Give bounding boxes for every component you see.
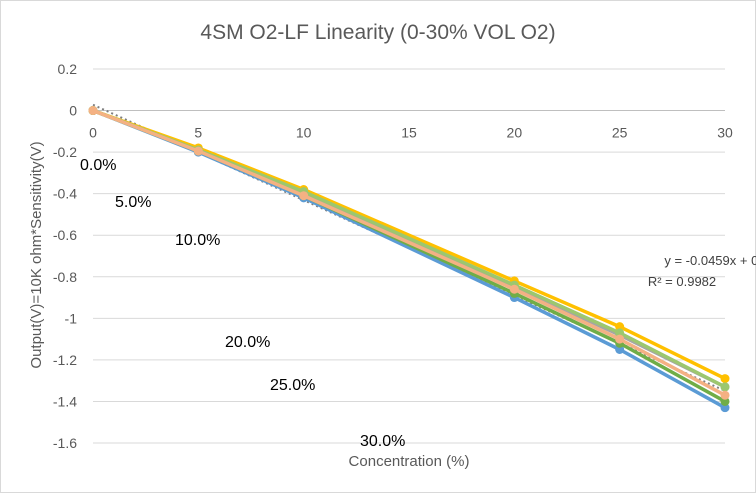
y-tick-labels: 0.2 0 -0.2 -0.4 -0.6 -0.8 -1 -1.2 -1.4 -1.6 <box>53 61 77 451</box>
data-point <box>720 382 730 392</box>
x-tick-label: 20 <box>507 125 523 141</box>
x-tick-label: 0 <box>89 125 97 141</box>
point-label: 10.0% <box>175 232 220 249</box>
x-tick-label: 5 <box>194 125 202 141</box>
data-point <box>720 403 730 413</box>
chart-title: 4SM O2-LF Linearity (0-30% VOL O2) <box>200 21 555 44</box>
data-point <box>720 396 730 406</box>
series-group <box>88 106 730 413</box>
point-label: 5.0% <box>115 194 151 211</box>
data-point <box>615 328 625 338</box>
data-point <box>299 191 309 201</box>
x-tick-labels: 0 5 10 15 20 25 30 <box>89 125 733 141</box>
y-tick-label: -0.6 <box>53 227 77 243</box>
series-line <box>91 108 727 404</box>
x-tick-label: 10 <box>296 125 312 141</box>
y-tick-label: -0.8 <box>53 269 77 285</box>
data-point <box>615 334 625 344</box>
y-tick-label: -1.4 <box>53 393 77 409</box>
series-line <box>91 108 727 410</box>
x-tick-label: 25 <box>612 125 628 141</box>
data-point <box>615 345 625 354</box>
point-labels: 0.0% 5.0% 10.0% 20.0% 25.0% 30.0% <box>80 157 405 450</box>
data-point <box>720 374 730 384</box>
data-point <box>615 322 625 332</box>
x-axis-label: Concentration (%) <box>349 453 470 470</box>
y-tick-label: -1 <box>65 310 78 326</box>
point-label: 0.0% <box>80 157 116 174</box>
y-axis-label: Output(V)=10K ohm*Sensitivity(V) <box>28 141 45 368</box>
series-sensor-6 <box>88 106 730 400</box>
y-tick-label: -1.6 <box>53 435 77 451</box>
y-tick-label: 0 <box>69 103 77 119</box>
y-tick-label: 0.2 <box>58 61 78 77</box>
x-tick-label: 15 <box>401 125 417 141</box>
data-point <box>88 106 98 116</box>
series-line <box>91 108 727 397</box>
point-label: 25.0% <box>270 377 315 394</box>
y-tick-label: -1.2 <box>53 352 77 368</box>
data-point <box>193 146 203 156</box>
y-tick-label: -0.4 <box>53 186 77 202</box>
data-point <box>720 390 730 400</box>
point-label: 30.0% <box>360 433 405 450</box>
trendline-equation: y = -0.0459x + 0.028 <box>664 253 756 268</box>
series-sensor-2 <box>88 106 730 406</box>
x-tick-label: 30 <box>717 125 733 141</box>
trendline-r2: R² = 0.9982 <box>648 274 716 289</box>
gridlines <box>93 68 725 444</box>
data-point <box>509 284 519 294</box>
y-tick-label: -0.2 <box>53 144 77 160</box>
point-label: 20.0% <box>225 334 270 351</box>
